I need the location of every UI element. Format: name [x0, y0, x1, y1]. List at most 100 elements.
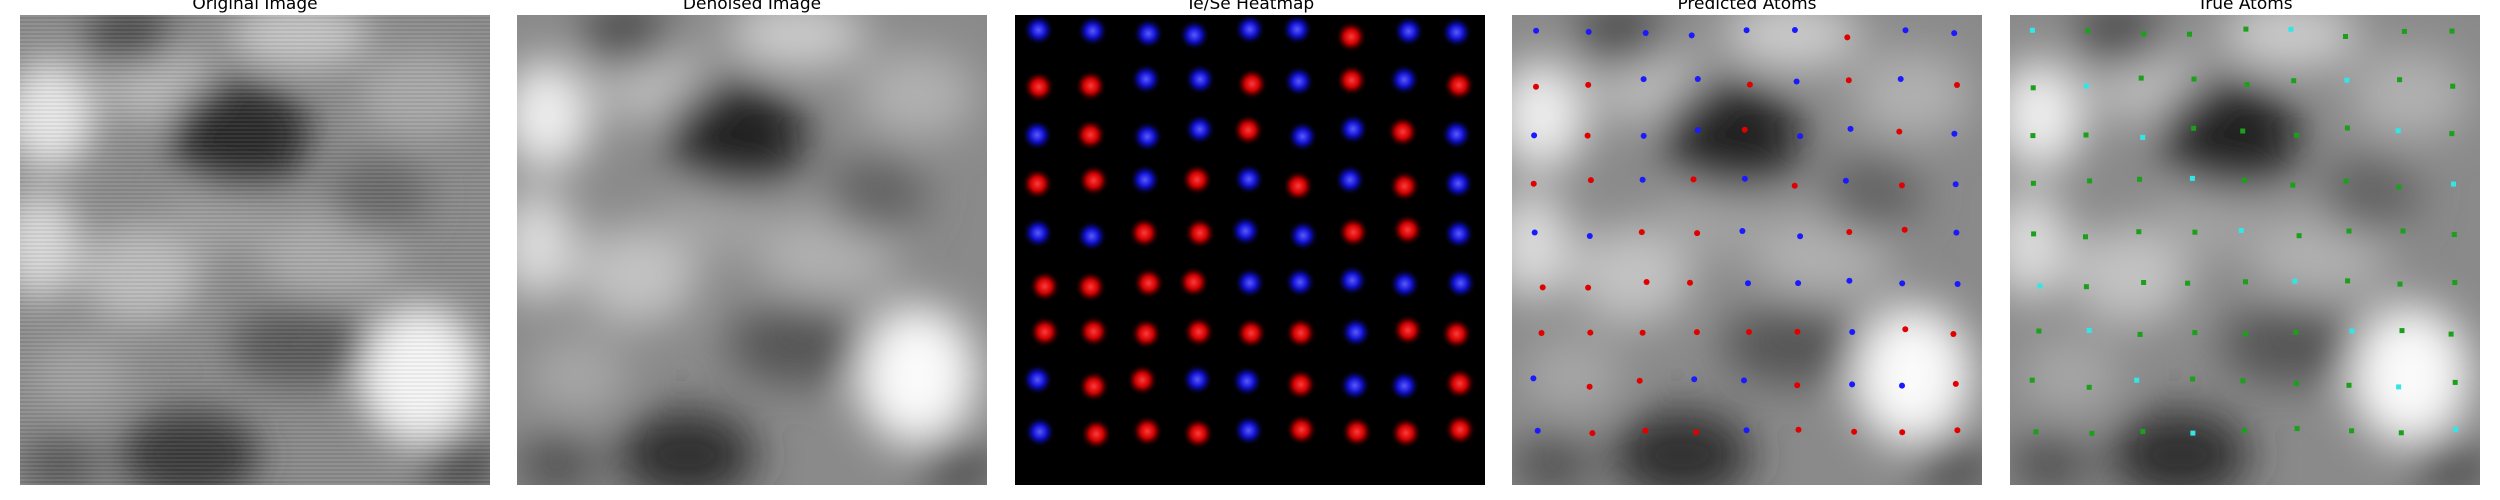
predicted-atoms-panel: Predicted Atoms: [1512, 0, 1982, 500]
heatmap-te-spot: [1282, 170, 1315, 202]
true-atom-primary: [2401, 28, 2407, 34]
heatmap-se-spot: [1287, 219, 1320, 252]
true-atom-primary: [2190, 376, 2196, 382]
true-atom-primary: [2243, 331, 2248, 337]
heatmap-te-spot: [1074, 118, 1107, 151]
predicted-se-atom: [1842, 177, 1849, 184]
predicted-te-atom: [1538, 330, 1545, 336]
heatmap-te-spot: [1182, 315, 1215, 348]
predicted-te-atom: [1539, 284, 1546, 291]
heatmap-se-spot: [1229, 214, 1262, 247]
true-atom-primary: [2449, 131, 2455, 137]
predicted-se-atom: [1847, 125, 1854, 132]
true-atom-primary: [2087, 178, 2093, 184]
predicted-se-atom: [1797, 133, 1804, 140]
true-atom-primary: [2294, 381, 2299, 386]
heatmap-te-spot: [1074, 69, 1107, 102]
predicted-se-atom: [1902, 27, 1909, 34]
predicted-te-atom: [1899, 429, 1906, 436]
predicted-te-atom: [1693, 329, 1700, 336]
predicted-te-atom: [1746, 329, 1752, 335]
true-atom-secondary: [2134, 377, 2140, 383]
predicted-te-atom: [1587, 177, 1594, 184]
predicted-se-atom: [1642, 30, 1649, 36]
true-atom-primary: [2244, 82, 2250, 88]
predicted-te-atom: [1693, 429, 1700, 436]
predicted-se-atom: [1745, 280, 1751, 287]
heatmap-se-spot: [1233, 15, 1266, 46]
heatmap-te-spot: [1391, 314, 1424, 347]
te-se-heatmap: [1015, 15, 1485, 485]
heatmap-te-spot: [1443, 367, 1476, 400]
true-atom-primary: [2294, 132, 2300, 138]
true-atom-secondary: [2190, 430, 2196, 436]
true-atom-primary: [2452, 280, 2458, 285]
heatmap-se-spot: [1076, 15, 1109, 47]
predicted-se-atom: [1640, 132, 1647, 139]
heatmap-se-spot: [1337, 113, 1369, 145]
true-atom-primary: [2296, 233, 2302, 239]
true-atom-primary: [2083, 234, 2088, 240]
heatmap-se-spot: [1181, 363, 1214, 396]
true-atom-primary: [2243, 26, 2249, 32]
predicted-te-atom: [1533, 83, 1539, 90]
heatmap-te-spot: [1077, 370, 1110, 403]
true-atom-secondary: [2344, 77, 2350, 83]
true-atom-primary: [2030, 180, 2036, 186]
heatmap-se-spot: [1282, 65, 1315, 98]
predicted-te-atom: [1902, 326, 1909, 333]
heatmap-se-spot: [1338, 369, 1371, 402]
true-atom-primary: [2243, 279, 2248, 285]
predicted-te-atom: [1791, 182, 1798, 189]
true-atom-primary: [2397, 77, 2403, 83]
heatmap-te-spot: [1285, 413, 1318, 446]
true-atom-primary: [2399, 328, 2405, 334]
predicted-se-atom: [1899, 280, 1906, 287]
true-atom-primary: [2345, 278, 2351, 284]
heatmap-se-spot: [1281, 15, 1314, 46]
heatmap-se-spot: [1388, 268, 1421, 300]
predicted-te-atom: [1954, 82, 1960, 88]
heatmap-te-spot: [1284, 316, 1317, 349]
true-atom-secondary: [2029, 27, 2035, 33]
true-atom-secondary: [2189, 175, 2195, 181]
true-atom-secondary: [2140, 134, 2146, 140]
true-atom-secondary: [2288, 26, 2294, 32]
predicted-se-atom: [1797, 233, 1804, 240]
predicted-te-atom: [1589, 430, 1596, 437]
predicted-se-atom: [1741, 175, 1748, 182]
true-atom-primary: [2192, 229, 2198, 235]
predicted-te-atom: [1851, 428, 1858, 435]
original-image: [20, 15, 490, 485]
predicted-se-atom: [1585, 28, 1592, 35]
predicted-se-atom: [1531, 229, 1538, 236]
heatmap-se-spot: [1131, 120, 1164, 153]
predicted-te-atom: [1585, 81, 1592, 88]
true-atom-primary: [2448, 331, 2454, 337]
true-atom-primary: [2346, 382, 2352, 388]
heatmap-se-spot: [1184, 63, 1217, 96]
heatmap-se-spot: [1286, 120, 1319, 153]
true-atom-primary: [2240, 378, 2246, 384]
predicted-te-atom: [1642, 427, 1649, 434]
true-atom-primary: [2036, 328, 2042, 334]
predicted-te-atom: [1638, 229, 1645, 236]
true-atom-primary: [2396, 184, 2402, 190]
predicted-te-atom: [1746, 81, 1753, 88]
heatmap-te-spot: [1444, 413, 1477, 446]
true-atom-primary: [2141, 280, 2147, 285]
heatmap-se-spot: [1440, 16, 1473, 49]
predicted-te-atom: [1794, 328, 1801, 335]
predicted-se-atom: [1743, 427, 1750, 434]
heatmap-te-spot: [1080, 418, 1113, 450]
heatmap-se-spot: [1130, 63, 1163, 96]
predicted-se-atom: [1639, 176, 1646, 183]
true-atom-primary: [2398, 430, 2404, 436]
heatmap-te-spot: [1021, 167, 1054, 200]
predicted-se-atom: [1741, 377, 1747, 384]
true-atoms-panel: True Atoms: [2010, 0, 2480, 500]
predicted-te-atom: [1584, 132, 1591, 139]
heatmap-te-spot: [1235, 67, 1268, 100]
true-atom-primary: [2349, 428, 2355, 434]
